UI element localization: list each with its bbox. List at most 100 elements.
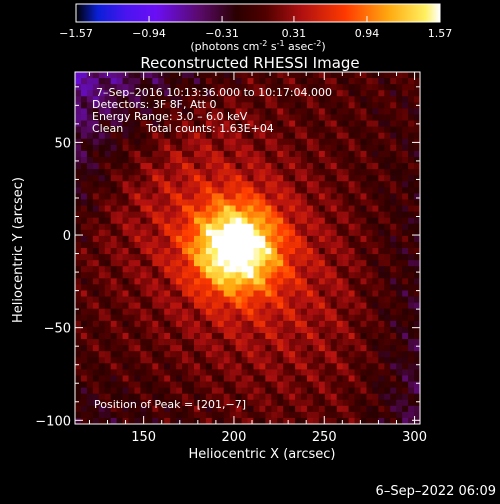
heatmap-cell [75,223,82,231]
heatmap-cell [348,278,356,285]
heatmap-cell [75,296,82,304]
heatmap-cell [283,169,290,176]
heatmap-cell [277,181,284,188]
heatmap-cell [122,211,130,219]
heatmap-cell [259,126,266,134]
heatmap-cell [330,138,338,146]
heatmap-cell [372,363,379,370]
heatmap-cell [283,296,290,304]
heatmap-cell [98,175,106,182]
heatmap-cell [199,84,207,91]
heatmap-cell [318,156,326,164]
heatmap-cell [253,411,260,419]
heatmap-cell [152,72,159,79]
heatmap-cell [104,84,112,91]
heatmap-cell [306,399,314,407]
heatmap-cell [92,241,100,249]
heatmap-cell [158,326,165,334]
heatmap-cell [390,132,397,140]
heatmap-cell [116,266,124,273]
heatmap-cell [271,332,278,340]
heatmap-cell [229,169,237,176]
heatmap-cell [414,260,420,267]
heatmap-cell [158,90,165,97]
heatmap-cell [176,345,183,352]
heatmap-cell [390,144,397,152]
heatmap-cell [235,72,243,79]
heatmap-cell [188,78,195,85]
heatmap-cell [176,254,183,261]
heatmap-cell [193,84,201,91]
heatmap-cell [75,241,82,249]
heatmap-cell [86,132,94,140]
heatmap-cell [360,132,367,140]
heatmap-cell [104,345,112,352]
heatmap-cell [182,284,189,291]
heatmap-cell [342,417,350,424]
heatmap-cell [402,417,409,424]
heatmap-cell [348,351,356,358]
heatmap-cell [390,156,397,164]
heatmap-cell [188,199,195,207]
heatmap-cell [128,351,135,358]
heatmap-cell [366,211,373,219]
heatmap-cell [306,278,314,285]
heatmap-cell [146,351,153,358]
heatmap-cell [354,387,362,395]
heatmap-cell [289,169,296,176]
heatmap-cell [116,126,124,134]
heatmap-cell [277,351,284,358]
heatmap-cell [259,278,266,285]
heatmap-cell [259,150,266,158]
heatmap-cell [378,254,385,261]
heatmap-cell [80,156,88,164]
heatmap-cell [402,339,409,346]
heatmap-cell [372,351,379,358]
heatmap-cell [164,332,171,340]
heatmap-cell [188,132,195,140]
heatmap-cell [134,326,141,334]
heatmap-cell [253,211,260,219]
heatmap-cell [241,175,248,182]
heatmap-cell [301,363,308,370]
heatmap-cell [170,314,177,322]
heatmap-cell [80,138,88,146]
heatmap-cell [176,375,183,383]
heatmap-cell [211,211,219,219]
heatmap-cell [211,84,219,91]
heatmap-cell [283,175,290,182]
heatmap-cell [283,150,290,158]
heatmap-cell [229,375,237,383]
heatmap-cell [360,302,367,310]
heatmap-cell [80,290,88,298]
heatmap-cell [384,78,391,85]
heatmap-cell [92,211,100,219]
heatmap-cell [271,78,278,85]
heatmap-cell [306,314,314,322]
heatmap-cell [396,369,403,376]
heatmap-cell [98,351,106,358]
heatmap-cell [306,405,314,413]
heatmap-cell [110,375,118,383]
heatmap-cell [104,175,112,182]
heatmap-cell [223,387,231,395]
heatmap-cell [247,144,254,152]
heatmap-cell [348,314,356,322]
heatmap-cell [366,320,373,328]
heatmap-cell [152,308,159,316]
heatmap-cell [122,132,130,140]
heatmap-cell [372,241,379,249]
heatmap-cell [402,387,409,395]
heatmap-cell [301,405,308,413]
heatmap-cell [366,345,373,352]
heatmap-cell [152,393,159,401]
heatmap-cell [259,381,266,389]
heatmap-cell [164,284,171,291]
heatmap-cell [289,205,296,213]
heatmap-cell [312,254,320,261]
heatmap-cell [110,193,118,200]
heatmap-cell [306,156,314,164]
heatmap-cell [384,114,391,122]
heatmap-cell [235,357,243,364]
heatmap-cell [104,120,112,128]
